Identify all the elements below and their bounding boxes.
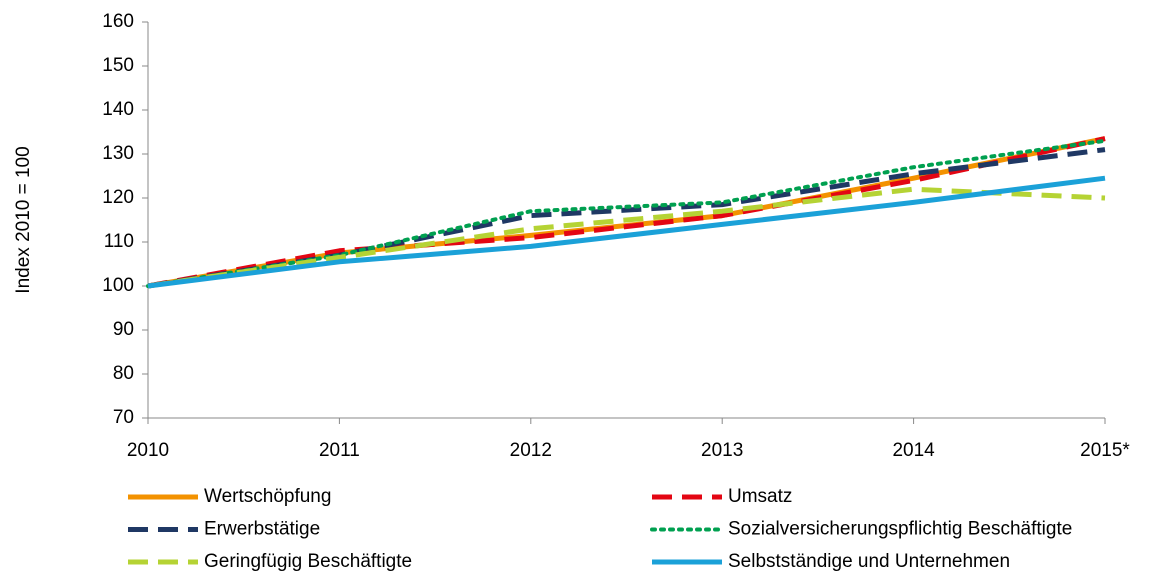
y-tick-label: 130 (102, 143, 134, 164)
x-tick-label: 2014 (892, 440, 935, 461)
legend-label: Erwerbstätige (204, 519, 320, 540)
legend-label: Selbstständige und Unternehmen (728, 551, 1010, 572)
legend-label: Sozialversicherungspflichtig Beschäftigt… (728, 519, 1072, 540)
series-line (147, 136, 1106, 289)
y-tick-label: 150 (102, 55, 134, 76)
legend-label: Wertschöpfung (204, 486, 331, 507)
series-line (147, 175, 1106, 289)
y-axis-label: Index 2010 = 100 (13, 146, 34, 293)
x-tick-label: 2010 (127, 440, 169, 461)
y-tick-label: 140 (102, 99, 134, 120)
y-tick-label: 80 (113, 363, 134, 384)
x-tick-label: 2015* (1080, 440, 1130, 461)
y-tick-label: 70 (113, 407, 134, 428)
series-line (147, 186, 1106, 289)
legend-label: Umsatz (728, 486, 792, 507)
x-tick-label: 2011 (319, 440, 360, 461)
y-tick-label: 100 (102, 275, 134, 296)
y-tick-label: 110 (104, 231, 134, 252)
y-tick-label: 120 (102, 187, 134, 208)
y-tick-label: 90 (113, 319, 134, 340)
y-tick-label: 160 (102, 11, 134, 32)
series-line (146, 138, 1107, 288)
legend-label: Geringfügig Beschäftigte (204, 551, 412, 572)
x-tick-label: 2012 (510, 440, 552, 461)
x-tick-label: 2013 (701, 440, 743, 461)
